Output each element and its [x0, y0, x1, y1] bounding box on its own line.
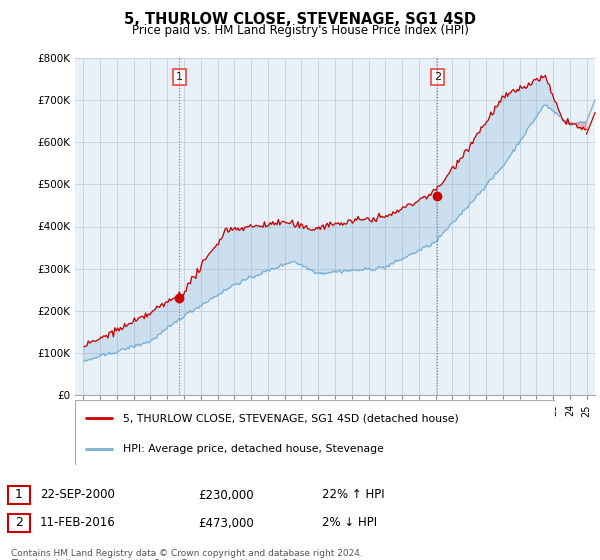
Text: Price paid vs. HM Land Registry's House Price Index (HPI): Price paid vs. HM Land Registry's House …: [131, 24, 469, 36]
Text: 5, THURLOW CLOSE, STEVENAGE, SG1 4SD: 5, THURLOW CLOSE, STEVENAGE, SG1 4SD: [124, 12, 476, 27]
Text: £473,000: £473,000: [199, 516, 254, 530]
FancyBboxPatch shape: [8, 486, 30, 504]
Text: 22-SEP-2000: 22-SEP-2000: [40, 488, 115, 502]
Text: Contains HM Land Registry data © Crown copyright and database right 2024.
This d: Contains HM Land Registry data © Crown c…: [11, 549, 362, 560]
FancyBboxPatch shape: [75, 400, 555, 465]
Text: HPI: Average price, detached house, Stevenage: HPI: Average price, detached house, Stev…: [123, 444, 384, 454]
Text: 2% ↓ HPI: 2% ↓ HPI: [322, 516, 377, 530]
Text: 22% ↑ HPI: 22% ↑ HPI: [322, 488, 385, 502]
Text: 11-FEB-2016: 11-FEB-2016: [40, 516, 115, 530]
Text: 5, THURLOW CLOSE, STEVENAGE, SG1 4SD (detached house): 5, THURLOW CLOSE, STEVENAGE, SG1 4SD (de…: [123, 413, 459, 423]
Text: 2: 2: [15, 516, 23, 530]
FancyBboxPatch shape: [8, 514, 30, 532]
Text: 1: 1: [15, 488, 23, 502]
Text: 2: 2: [434, 72, 441, 82]
Text: 1: 1: [176, 72, 183, 82]
Text: £230,000: £230,000: [199, 488, 254, 502]
